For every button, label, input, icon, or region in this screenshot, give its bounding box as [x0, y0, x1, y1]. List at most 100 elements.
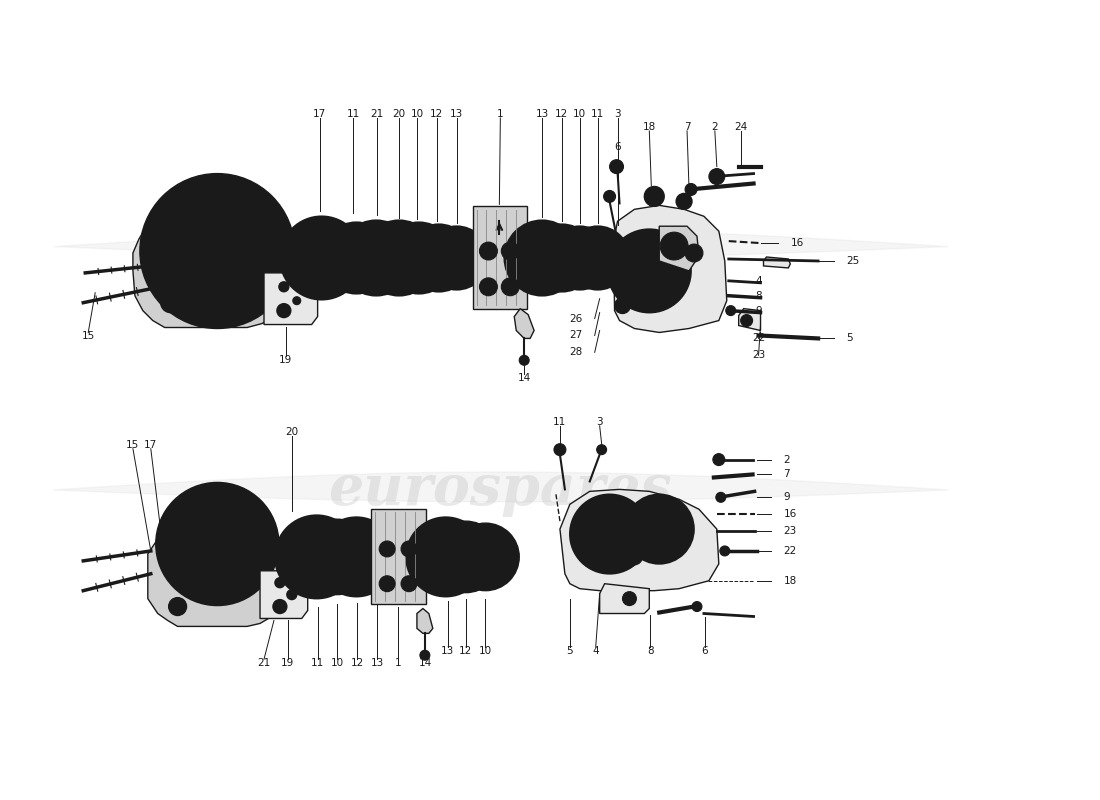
Text: 6: 6	[614, 142, 620, 152]
Circle shape	[558, 236, 602, 280]
Circle shape	[289, 226, 353, 290]
Text: 8: 8	[647, 646, 653, 656]
Text: 19: 19	[279, 355, 293, 366]
Circle shape	[273, 600, 287, 614]
Circle shape	[617, 239, 681, 302]
Circle shape	[191, 560, 204, 572]
Circle shape	[649, 191, 659, 202]
Circle shape	[379, 541, 395, 557]
Circle shape	[161, 203, 180, 223]
Circle shape	[324, 525, 388, 589]
Polygon shape	[515, 309, 535, 338]
Circle shape	[405, 224, 473, 292]
Text: 2: 2	[783, 454, 790, 465]
Text: 15: 15	[81, 331, 95, 342]
Text: 25: 25	[846, 256, 859, 266]
Circle shape	[716, 492, 726, 502]
Circle shape	[623, 592, 637, 606]
Circle shape	[740, 314, 752, 326]
Circle shape	[161, 293, 180, 313]
Text: 11: 11	[311, 658, 324, 668]
Text: 1: 1	[497, 109, 504, 119]
Circle shape	[607, 229, 691, 313]
Text: 20: 20	[285, 426, 298, 437]
Circle shape	[548, 226, 612, 290]
Circle shape	[615, 298, 630, 314]
Circle shape	[515, 230, 570, 286]
Text: 3: 3	[596, 417, 603, 427]
Circle shape	[293, 297, 300, 305]
Circle shape	[434, 236, 478, 280]
Text: 4: 4	[756, 276, 762, 286]
Circle shape	[299, 519, 374, 594]
Polygon shape	[659, 226, 698, 271]
Text: 5: 5	[566, 646, 573, 656]
Circle shape	[379, 576, 395, 592]
Text: eurospares: eurospares	[329, 462, 672, 517]
Circle shape	[425, 226, 488, 290]
Text: 13: 13	[450, 109, 463, 119]
Polygon shape	[600, 584, 649, 614]
Text: 8: 8	[756, 290, 762, 301]
Circle shape	[660, 232, 688, 260]
Circle shape	[480, 242, 497, 260]
Text: 12: 12	[351, 658, 364, 668]
Circle shape	[625, 494, 694, 564]
Polygon shape	[133, 194, 295, 327]
Text: 17: 17	[144, 440, 157, 450]
Circle shape	[156, 482, 279, 606]
Text: 13: 13	[441, 646, 454, 656]
Text: 12: 12	[556, 109, 569, 119]
Circle shape	[196, 254, 209, 268]
Circle shape	[420, 650, 430, 660]
Circle shape	[554, 444, 565, 456]
Circle shape	[719, 546, 729, 556]
Circle shape	[504, 220, 580, 296]
Circle shape	[383, 222, 454, 294]
Text: 19: 19	[282, 658, 295, 668]
Circle shape	[406, 517, 485, 597]
Circle shape	[596, 445, 606, 454]
Text: 6: 6	[702, 646, 708, 656]
Polygon shape	[147, 517, 287, 626]
Text: 5: 5	[846, 334, 852, 343]
Text: 12: 12	[459, 646, 472, 656]
Circle shape	[502, 278, 519, 296]
Text: 16: 16	[783, 510, 796, 519]
Circle shape	[330, 232, 382, 284]
Circle shape	[480, 278, 497, 296]
Circle shape	[575, 236, 619, 280]
Circle shape	[283, 523, 351, 590]
Text: 23: 23	[752, 350, 766, 360]
Circle shape	[685, 183, 697, 195]
Text: 24: 24	[734, 122, 747, 132]
Text: 22: 22	[752, 334, 766, 343]
Polygon shape	[763, 257, 790, 268]
Text: 4: 4	[593, 646, 600, 656]
Text: 11: 11	[553, 417, 566, 427]
Text: 13: 13	[371, 658, 384, 668]
Circle shape	[502, 242, 519, 260]
Text: 9: 9	[783, 492, 790, 502]
Text: 23: 23	[783, 526, 796, 536]
Text: 9: 9	[756, 306, 762, 316]
Circle shape	[609, 160, 624, 174]
Circle shape	[528, 224, 596, 292]
Polygon shape	[614, 206, 727, 333]
Circle shape	[361, 220, 437, 296]
Text: 14: 14	[518, 373, 531, 383]
Text: 18: 18	[642, 122, 656, 132]
Text: 11: 11	[346, 109, 360, 119]
Text: 18: 18	[783, 576, 796, 586]
Polygon shape	[260, 571, 308, 618]
Circle shape	[627, 549, 642, 565]
Circle shape	[156, 190, 279, 313]
Circle shape	[287, 590, 297, 600]
Circle shape	[460, 531, 512, 582]
Circle shape	[430, 521, 502, 593]
Circle shape	[676, 194, 692, 210]
Circle shape	[685, 244, 703, 262]
Text: 26: 26	[570, 314, 583, 323]
Circle shape	[692, 602, 702, 611]
Text: 10: 10	[410, 109, 424, 119]
